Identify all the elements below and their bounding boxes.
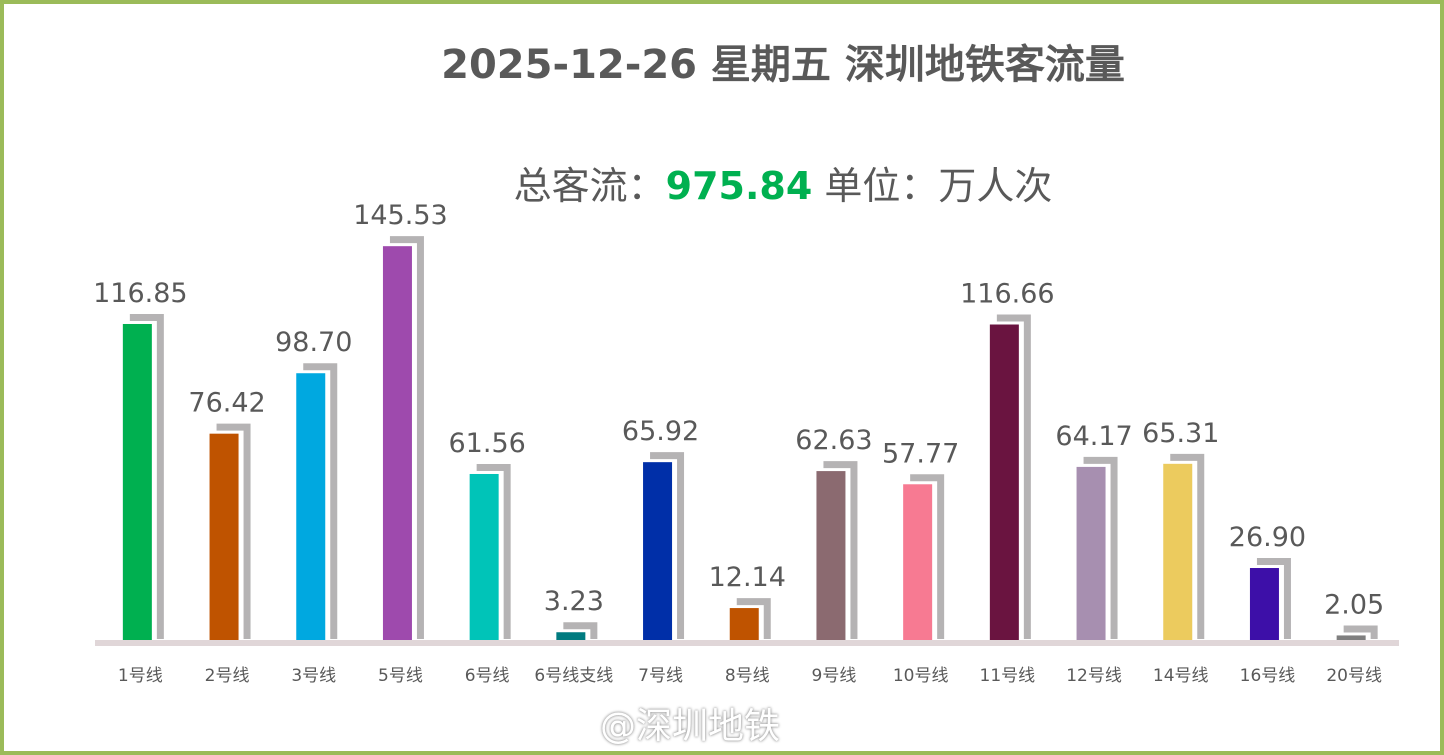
bar-shadow	[563, 622, 598, 639]
category-label: 10号线	[893, 666, 949, 686]
data-label: 26.90	[1229, 522, 1306, 553]
bar-8号线	[729, 608, 759, 641]
chart-subtitle: 总客流：975.84 单位：万人次	[0, 155, 1444, 210]
bar-shadow	[1083, 456, 1118, 639]
bar-shadow	[129, 313, 164, 639]
data-label: 76.42	[188, 388, 265, 419]
bar-11号线	[989, 324, 1019, 641]
category-label: 6号线	[465, 666, 510, 686]
bar-2号线	[209, 433, 239, 641]
bar-shadow	[996, 314, 1031, 639]
bar-6号线支线	[556, 632, 586, 641]
category-label: 20号线	[1326, 666, 1382, 686]
x-axis-line	[95, 640, 1399, 646]
data-label: 145.53	[353, 200, 447, 231]
data-label: 57.77	[882, 438, 959, 469]
data-label: 62.63	[795, 425, 872, 456]
bar-shadow	[1343, 625, 1378, 639]
bar-shadow	[476, 463, 511, 639]
data-label: 116.85	[93, 278, 187, 309]
chart-title: 2025-12-26 星期五 深圳地铁客流量	[441, 42, 1125, 88]
watermark: @深圳地铁	[600, 706, 781, 747]
category-label: 2号线	[205, 666, 250, 686]
category-label: 16号线	[1240, 666, 1296, 686]
category-label: 9号线	[812, 666, 857, 686]
data-label: 116.66	[960, 279, 1054, 310]
data-label: 12.14	[709, 562, 786, 593]
bar-16号线	[1249, 568, 1279, 641]
data-label: 65.92	[622, 416, 699, 447]
category-label: 3号线	[291, 666, 336, 686]
category-label: 11号线	[980, 666, 1036, 686]
category-label: 14号线	[1153, 666, 1209, 686]
total-value: 975.84	[665, 164, 813, 208]
bar-shadow	[650, 452, 685, 639]
category-label: 1号线	[118, 666, 163, 686]
category-label: 12号线	[1066, 666, 1122, 686]
bar-shadow	[389, 236, 424, 639]
bar-shadow	[303, 363, 338, 639]
bar-12号线	[1076, 466, 1106, 641]
bar-shadow	[216, 423, 251, 639]
bar-shadow	[910, 474, 945, 639]
subtitle-unit: 单位：万人次	[812, 164, 1053, 208]
bar-10号线	[903, 484, 933, 641]
bar-6号线	[469, 473, 499, 641]
category-label: 7号线	[638, 666, 683, 686]
data-label: 2.05	[1324, 589, 1384, 620]
bar-shadow	[1170, 453, 1205, 639]
bar-1号线	[122, 323, 152, 641]
bar-shadow	[1256, 558, 1291, 639]
bar-shadow	[823, 461, 858, 639]
category-label: 6号线支线	[534, 666, 613, 686]
bar-14号线	[1163, 463, 1193, 641]
bar-20号线	[1336, 635, 1366, 641]
data-label: 3.23	[544, 586, 604, 617]
bar-9号线	[816, 471, 846, 641]
subtitle-prefix: 总客流：	[513, 164, 666, 208]
bar-3号线	[296, 373, 326, 641]
bar-7号线	[643, 462, 673, 641]
data-label: 64.17	[1055, 421, 1132, 452]
bar-5号线	[382, 246, 412, 641]
data-label: 61.56	[449, 428, 526, 459]
category-label: 5号线	[378, 666, 423, 686]
bar-shadow	[736, 598, 771, 639]
data-label: 98.70	[275, 327, 352, 358]
data-label: 65.31	[1142, 418, 1219, 449]
category-label: 8号线	[725, 666, 770, 686]
